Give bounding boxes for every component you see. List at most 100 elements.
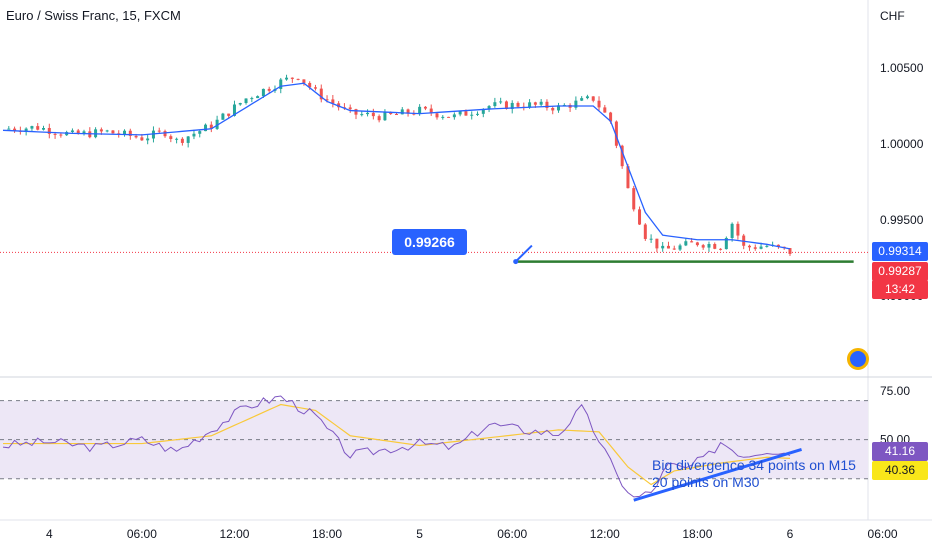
candle-body xyxy=(614,121,618,146)
support-level-callout[interactable]: 0.99266 xyxy=(392,229,467,255)
chart-title: Euro / Swiss Franc, 15, FXCM xyxy=(6,8,181,23)
candle-body xyxy=(557,105,561,111)
candle-body xyxy=(47,127,51,134)
candle-body xyxy=(585,96,589,99)
candle-body xyxy=(348,107,352,110)
candle-body xyxy=(232,104,236,116)
price-value-badge: 0.99287 xyxy=(872,262,928,281)
candle-body xyxy=(470,114,474,116)
candle-body xyxy=(7,128,11,130)
candle-body xyxy=(256,96,260,99)
candle-body xyxy=(325,99,329,101)
candle-body xyxy=(626,166,630,189)
time-tick-label: 4 xyxy=(46,527,53,541)
candle-body xyxy=(146,138,150,141)
candle-body xyxy=(632,188,636,210)
price-axis-unit: CHF xyxy=(880,9,905,23)
candle-body xyxy=(435,113,439,118)
time-tick-label: 12:00 xyxy=(219,527,249,541)
candle-body xyxy=(151,130,155,139)
candle-body xyxy=(250,98,254,100)
candle-body xyxy=(580,98,584,101)
candle-body xyxy=(394,114,398,116)
candle-body xyxy=(360,114,364,116)
candle-body xyxy=(429,108,433,114)
candle-body xyxy=(724,237,728,250)
time-tick-label: 06:00 xyxy=(127,527,157,541)
candle-body xyxy=(313,87,317,89)
candle-body xyxy=(747,245,751,248)
candle-body xyxy=(701,245,705,248)
candle-body xyxy=(713,244,717,249)
candle-body xyxy=(643,224,647,239)
candle-body xyxy=(36,126,40,130)
candle-body xyxy=(227,113,231,116)
candle-body xyxy=(418,106,422,115)
candle-body xyxy=(666,245,670,249)
candle-body xyxy=(481,109,485,114)
candle-body xyxy=(649,238,653,240)
candle-body xyxy=(458,111,462,115)
candle-body xyxy=(504,101,508,110)
price-tick-label: 0.99500 xyxy=(880,213,924,227)
candle-body xyxy=(655,238,659,249)
divergence-note-line1: Big divergence 34 points on M15 xyxy=(652,457,856,473)
candle-body xyxy=(13,128,17,131)
candle-body xyxy=(591,96,595,101)
candle-body xyxy=(215,119,219,129)
candle-body xyxy=(354,109,358,115)
candle-body xyxy=(788,248,792,254)
candle-body xyxy=(204,124,208,132)
candle-body xyxy=(70,130,74,133)
ma-value-badge: 0.99314 xyxy=(872,242,928,261)
rsi-line xyxy=(2,395,791,498)
time-tick-label: 18:00 xyxy=(312,527,342,541)
candle-body xyxy=(447,116,451,118)
candle-body xyxy=(603,107,607,113)
candle-body xyxy=(366,112,370,115)
candle-body xyxy=(198,131,202,134)
candle-body xyxy=(476,113,480,115)
candle-body xyxy=(736,223,740,236)
candle-body xyxy=(684,241,688,246)
candle-body xyxy=(99,129,103,132)
candle-body xyxy=(175,138,179,140)
candle-body xyxy=(267,88,271,91)
divergence-line xyxy=(633,447,802,502)
candle-body xyxy=(516,102,520,107)
candle-body xyxy=(707,244,711,248)
rsi-value-badge: 41.16 xyxy=(872,442,928,461)
candle-body xyxy=(383,112,387,121)
candle-body xyxy=(719,248,723,250)
candle-body xyxy=(209,124,213,129)
candle-body xyxy=(672,248,676,250)
candle-body xyxy=(452,114,456,118)
candle-body xyxy=(42,127,46,130)
candle-body xyxy=(620,145,624,167)
candle-body xyxy=(423,106,427,109)
candle-body xyxy=(638,209,642,225)
clock-icon[interactable] xyxy=(847,348,869,370)
candle-body xyxy=(76,130,80,134)
candle-body xyxy=(319,88,323,100)
candle-body xyxy=(123,130,127,135)
signal-value-badge: 40.36 xyxy=(872,461,928,480)
candle-body xyxy=(302,79,306,83)
candle-body xyxy=(528,102,532,108)
candle-body xyxy=(690,241,694,243)
candle-body xyxy=(140,137,144,141)
candle-body xyxy=(487,106,491,110)
moving-average-line xyxy=(2,82,791,250)
countdown-badge: 13:42 xyxy=(872,280,928,299)
candle-body xyxy=(753,247,757,249)
candle-body xyxy=(261,88,265,97)
rsi-tick-label: 75.00 xyxy=(880,384,910,398)
candle-body xyxy=(24,128,28,132)
candle-body xyxy=(545,101,549,109)
candle-body xyxy=(678,245,682,250)
time-tick-label: 5 xyxy=(416,527,423,541)
candle-body xyxy=(765,245,769,247)
candle-body xyxy=(441,116,445,118)
candle-body xyxy=(574,100,578,108)
